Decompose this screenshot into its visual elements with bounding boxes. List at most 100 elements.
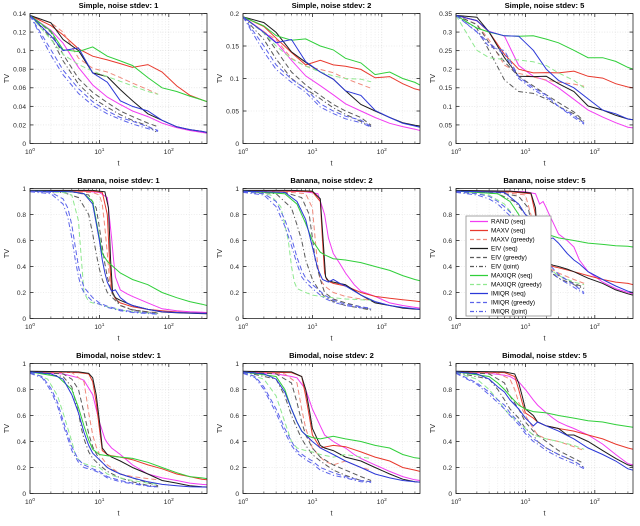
y-tick-label: 1 — [22, 361, 26, 368]
y-tick-label: 0.6 — [443, 413, 452, 420]
series-rand_seq — [30, 371, 207, 486]
series-imiqr_greedy — [243, 16, 372, 128]
series-maxiqr_seq — [243, 16, 420, 86]
x-tick-label: 101 — [94, 322, 104, 331]
y-tick-label: 0.8 — [230, 212, 239, 219]
x-axis-label: t — [331, 509, 333, 518]
series-maxiqr_greedy — [456, 191, 585, 286]
grid — [243, 188, 420, 319]
y-tick-label: 0.1 — [230, 76, 239, 83]
x-axis-label: t — [544, 159, 546, 168]
x-tick-label: 101 — [307, 322, 317, 331]
y-tick-label: 0.05 — [439, 122, 452, 129]
series-imiqr_seq — [243, 16, 420, 128]
subplot-title: Simple, noise stdev: 2 — [292, 1, 372, 10]
series-maxiqr_seq — [30, 371, 207, 480]
series-imiqr_joint — [243, 16, 372, 128]
x-tick-label: 100 — [451, 322, 461, 331]
x-axis-label: t — [118, 334, 120, 343]
series-group — [30, 14, 207, 134]
subplot-banana-noise-5: 100 101 102 0 0.2 0.4 0.6 0.8 1 Banana, noise std… — [426, 175, 640, 350]
series-eiv_greedy — [456, 14, 585, 122]
series-maxv_greedy — [243, 190, 372, 301]
subplot-bimodal-noise-1: 100 101 102 0 0.2 0.4 0.6 0.8 1 Bimodal, noise st… — [0, 350, 213, 526]
series-eiv_seq — [456, 370, 633, 467]
series-eiv_greedy — [456, 371, 585, 465]
y-axis-label: TV — [428, 249, 437, 258]
y-axis-label: TV — [215, 74, 224, 83]
y-tick-label: 0.2 — [230, 11, 239, 18]
y-tick-label: 0.2 — [230, 465, 239, 472]
subplot-title: Banana, noise stdev: 5 — [503, 176, 586, 185]
x-tick-label: 102 — [590, 497, 600, 506]
series-maxv_greedy — [456, 191, 585, 284]
y-tick-label: 0.8 — [230, 387, 239, 394]
series-eiv_seq — [456, 189, 633, 296]
chart-canvas: 100 101 102 0 0.05 0.1 0.15 0.2 0.25 0.3 0.35 Simpl… — [428, 1, 634, 168]
series-imiqr_seq — [456, 190, 633, 293]
series-group — [30, 370, 207, 488]
series-eiv_greedy — [243, 190, 372, 310]
series-rand_seq — [243, 190, 420, 309]
y-tick-label: 0.2 — [17, 290, 26, 297]
y-tick-label: 0.2 — [443, 465, 452, 472]
series-imiqr_greedy — [456, 191, 585, 293]
y-tick-label: 1 — [448, 186, 452, 193]
legend-label: IMIQR (greedy) — [491, 300, 535, 307]
y-tick-label: 1 — [235, 186, 239, 193]
y-axis-label: TV — [2, 424, 11, 433]
series-rand_seq — [456, 371, 633, 466]
y-tick-label: 0 — [448, 491, 452, 498]
chart-canvas: 100 101 102 0 0.2 0.4 0.6 0.8 1 Bimodal, noise st… — [215, 351, 421, 518]
axes-box — [242, 188, 421, 319]
series-eiv_joint — [30, 15, 159, 134]
y-tick-label: 0.1 — [17, 48, 26, 55]
y-tick-label: 0.4 — [17, 439, 26, 446]
grid — [30, 13, 207, 144]
series-maxiqr_greedy — [243, 372, 372, 459]
y-tick-label: 0 — [235, 491, 239, 498]
y-tick-label: 0.2 — [17, 465, 26, 472]
legend-label: EIV (greedy) — [491, 255, 527, 262]
y-tick-label: 0.6 — [443, 238, 452, 245]
series-imiqr_joint — [456, 15, 585, 125]
y-tick-label: 0 — [235, 316, 239, 323]
series-rand_seq — [243, 16, 420, 131]
y-tick-label: 0.4 — [230, 439, 239, 446]
y-tick-label: 0 — [235, 141, 239, 148]
y-tick-label: 0.1 — [443, 104, 452, 111]
y-tick-label: 0.6 — [17, 238, 26, 245]
series-maxiqr_seq — [30, 190, 207, 306]
series-rand_seq — [30, 190, 207, 313]
series-imiqr_seq — [456, 14, 633, 121]
y-tick-label: 0 — [22, 141, 26, 148]
subplot-title: Bimodal, noise stdev: 5 — [502, 351, 588, 360]
series-imiqr_greedy — [243, 372, 372, 483]
series-eiv_joint — [243, 190, 372, 311]
y-axis-label: TV — [428, 424, 437, 433]
x-tick-label: 100 — [25, 322, 35, 331]
series-imiqr_greedy — [30, 15, 159, 131]
axes-box — [29, 188, 208, 319]
x-tick-label: 100 — [451, 147, 461, 156]
y-tick-label: 0 — [448, 141, 452, 148]
series-maxiqr_greedy — [30, 190, 159, 315]
grid — [456, 13, 633, 144]
y-tick-label: 0.14 — [13, 11, 26, 18]
series-imiqr_seq — [456, 371, 633, 471]
series-imiqr_seq — [30, 371, 207, 488]
x-tick-label: 101 — [520, 497, 530, 506]
axes-box — [455, 188, 634, 319]
y-tick-label: 0.05 — [226, 108, 239, 115]
legend-label: RAND (seq) — [491, 219, 525, 226]
series-rand_seq — [243, 371, 420, 481]
series-imiqr_greedy — [456, 15, 585, 124]
series-eiv_seq — [30, 370, 207, 488]
y-tick-label: 1 — [448, 361, 452, 368]
subplot-title: Bimodal, noise stdev: 1 — [76, 351, 162, 360]
subplot-simple-noise-5: 100 101 102 0 0.05 0.1 0.15 0.2 0.25 0.3 0.35 Simpl… — [426, 0, 640, 175]
y-tick-label: 0.8 — [443, 212, 452, 219]
x-tick-label: 102 — [377, 322, 387, 331]
x-tick-label: 100 — [238, 497, 248, 506]
series-maxiqr_seq — [243, 190, 420, 282]
